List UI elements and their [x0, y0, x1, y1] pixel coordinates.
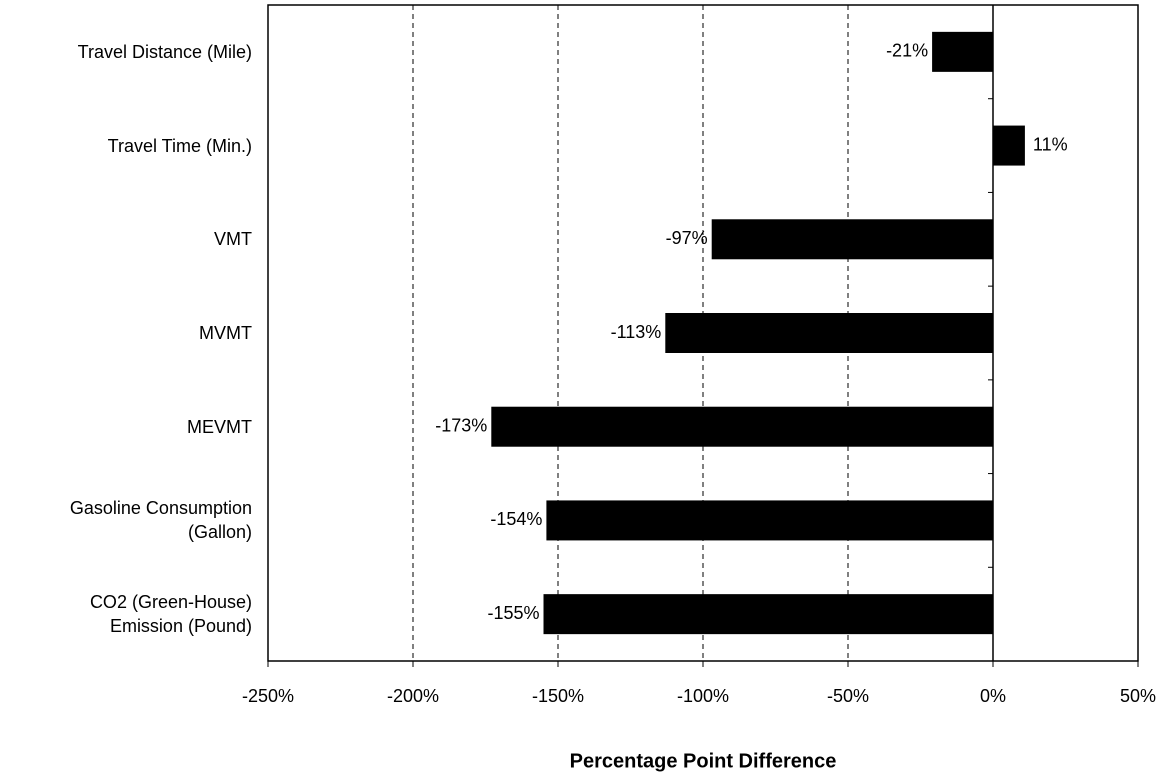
y-tick-label: Travel Time (Min.) — [107, 135, 252, 156]
x-tick-label: -200% — [387, 686, 439, 706]
value-label: -113% — [611, 322, 662, 342]
x-tick-label: 50% — [1120, 686, 1156, 706]
y-tick-label: VMT — [214, 229, 252, 250]
bar — [993, 125, 1025, 166]
bar — [546, 500, 993, 541]
bar — [491, 406, 993, 447]
y-tick-label: MVMT — [199, 323, 252, 343]
value-label: -154% — [490, 509, 542, 529]
value-label: -97% — [666, 228, 708, 248]
x-tick-label: -50% — [827, 686, 869, 706]
x-tick-label: -150% — [532, 686, 584, 706]
x-axis-title: Percentage Point Difference — [570, 750, 837, 772]
value-label: -21% — [886, 41, 928, 61]
bar — [543, 594, 993, 635]
bar — [932, 31, 993, 72]
value-label: -155% — [487, 603, 539, 623]
bar — [665, 313, 993, 353]
value-label: -173% — [435, 415, 487, 435]
x-tick-label: -100% — [677, 686, 729, 706]
y-tick-label: Travel Distance (Mile) — [77, 41, 252, 62]
y-tick-label: MEVMT — [187, 416, 252, 437]
y-tick-label: Gasoline Consumption (Gallon) — [69, 498, 252, 543]
value-label: 11% — [1033, 134, 1068, 154]
y-tick-label: CO2 (Green-House) Emission (Pound) — [89, 592, 252, 637]
bar — [711, 219, 993, 260]
x-tick-label: -250% — [242, 686, 294, 706]
x-tick-label: 0% — [980, 686, 1006, 706]
